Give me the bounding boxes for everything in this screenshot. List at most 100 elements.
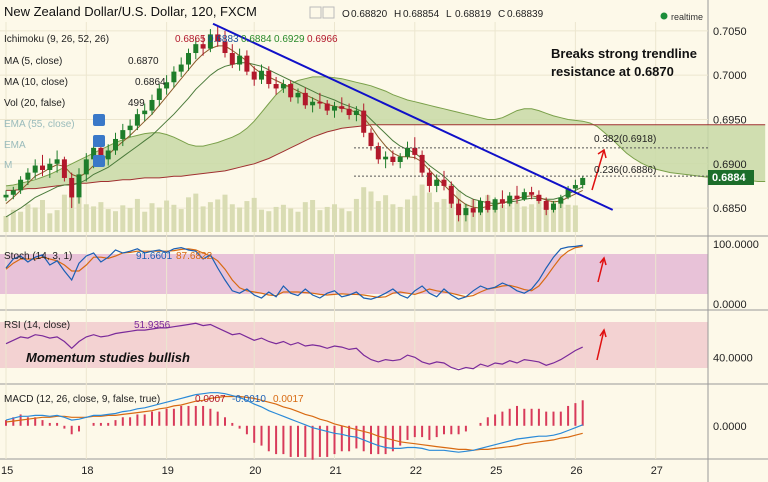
- macd-label[interactable]: MACD (12, 26, close, 9, false, true): [4, 394, 160, 405]
- candle-body: [164, 82, 170, 89]
- volume-bar: [215, 199, 221, 232]
- title-close-icon[interactable]: [322, 6, 335, 19]
- stoch-label[interactable]: Stoch (14, 3, 1): [4, 251, 72, 262]
- time-tick-label: 25: [490, 465, 502, 477]
- cloud-span-b: [6, 124, 766, 191]
- candle-body: [186, 53, 191, 65]
- volume-bar: [200, 206, 206, 232]
- candle-body: [375, 146, 381, 160]
- legend-ma10[interactable]: MA (10, close): [4, 77, 68, 88]
- legend-ma10-value: 0.6864: [135, 77, 166, 88]
- last-price-badge: [708, 170, 754, 185]
- volume-bar: [353, 198, 359, 232]
- eye-toggle-icon[interactable]: [93, 155, 105, 167]
- ohlc-open: 0.68820: [351, 9, 388, 20]
- trendline: [212, 22, 614, 211]
- candle-body: [200, 44, 206, 49]
- legend-ema-b[interactable]: EMA: [4, 140, 26, 151]
- candle-body: [288, 84, 294, 98]
- macd-line-value: -0.0010: [232, 394, 266, 405]
- legend-vol[interactable]: Vol (20, false): [4, 98, 65, 109]
- ohlc-o-label: O: [342, 9, 350, 20]
- stoch-lines: [5, 244, 583, 300]
- volume-bar: [164, 200, 170, 232]
- volume-bar: [207, 202, 213, 232]
- momentum-annotation: Momentum studies bullish: [26, 350, 190, 365]
- candle-body: [54, 159, 60, 164]
- candle-body: [18, 179, 24, 191]
- volume-bar: [91, 206, 97, 232]
- ohlc-high: 0.68854: [403, 9, 440, 20]
- volume-bar: [32, 207, 38, 232]
- candle-body: [463, 208, 469, 216]
- volume-bar: [485, 195, 491, 232]
- stoch-tick-label: 100.0000: [713, 239, 759, 251]
- volume-bar: [499, 204, 505, 232]
- volume-bars: [3, 184, 578, 232]
- candle-body: [127, 125, 133, 131]
- volume-bar: [565, 204, 571, 232]
- legend-ma5[interactable]: MA (5, close): [4, 56, 62, 67]
- volume-bar: [536, 195, 542, 232]
- eye-toggle-icon[interactable]: [93, 135, 105, 147]
- eye-toggle-icon[interactable]: [93, 114, 105, 126]
- volume-bar: [324, 206, 330, 232]
- stoch-tick-label: 0.0000: [713, 299, 747, 311]
- candle-body: [25, 172, 31, 180]
- volume-bar: [478, 203, 483, 232]
- cloud-area: [6, 76, 766, 191]
- legend-ema55[interactable]: EMA (55, close): [4, 119, 75, 130]
- time-tick-label: 26: [570, 465, 582, 477]
- legend-ema-c[interactable]: M: [4, 160, 12, 171]
- stoch-d-value: 87.6822: [176, 251, 213, 262]
- candle-body: [507, 195, 513, 204]
- candle-body: [419, 154, 425, 173]
- volume-bar: [551, 200, 556, 232]
- volume-bar: [127, 208, 133, 232]
- ohlc-close: 0.68839: [507, 9, 544, 20]
- candle-body: [317, 101, 323, 104]
- candle-body: [3, 194, 9, 198]
- candle-body: [134, 114, 140, 126]
- candle-body: [237, 55, 243, 65]
- volume-bar: [266, 211, 272, 232]
- candle-body: [222, 41, 228, 54]
- volume-bar: [142, 211, 148, 232]
- candle-body: [448, 185, 454, 204]
- header: New Zealand Dollar/U.S. Dollar, 120, FXC…: [4, 4, 703, 22]
- volume-bar: [419, 184, 425, 232]
- stoch-band: [0, 254, 708, 294]
- rsi-line: [5, 322, 583, 371]
- volume-bar: [222, 194, 228, 232]
- candle-body: [434, 179, 440, 186]
- volume-bar: [529, 204, 535, 232]
- volume-bar: [244, 201, 250, 232]
- candle-body: [339, 106, 345, 109]
- candle-body: [273, 84, 279, 89]
- volume-bar: [288, 208, 294, 232]
- candle-body: [91, 147, 97, 160]
- candle-body: [98, 147, 104, 160]
- cloud-span-a: [5, 76, 766, 187]
- volume-bar: [98, 202, 104, 232]
- candle-body: [251, 71, 257, 80]
- candle-body: [332, 106, 337, 111]
- breakout-annotation-line1: Breaks strong trendline: [551, 46, 697, 61]
- stoch-d-line: [5, 245, 583, 299]
- title-settings-icon[interactable]: [309, 6, 322, 19]
- volume-bar: [295, 211, 301, 232]
- candle-body: [580, 177, 586, 186]
- candle-body: [529, 192, 535, 195]
- rsi-label[interactable]: RSI (14, close): [4, 320, 70, 331]
- candle-body: [244, 55, 250, 72]
- realtime-label: realtime: [671, 12, 703, 22]
- volume-bar: [390, 204, 396, 232]
- volume-bar: [61, 194, 67, 232]
- volume-bar: [229, 204, 235, 232]
- macd-tick-label: 0.0000: [713, 421, 747, 433]
- legend-ichimoku[interactable]: Ichimoku (9, 26, 52, 26): [4, 34, 109, 45]
- candle-body: [142, 110, 148, 115]
- volume-bar: [259, 209, 264, 232]
- candle-body: [426, 172, 432, 186]
